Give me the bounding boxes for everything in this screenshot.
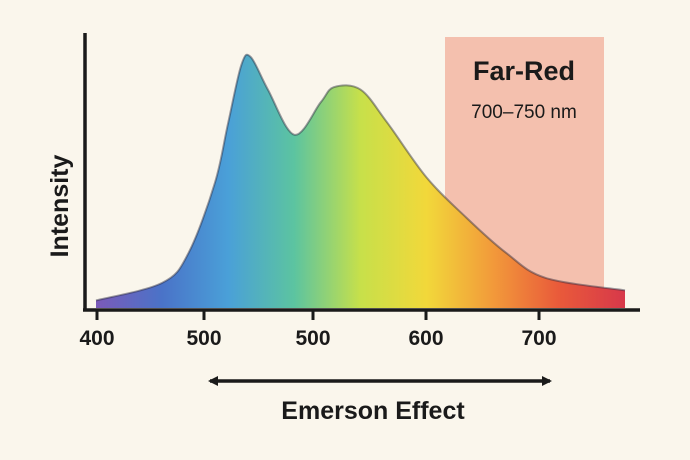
x-tick-label: 700: [521, 327, 556, 350]
x-axis-title: Emerson Effect: [281, 397, 465, 425]
spectrum-area: [96, 54, 625, 308]
x-tick-label: 600: [408, 327, 443, 350]
x-tick-label: 500: [186, 327, 221, 350]
band-range-label: 700–750 nm: [471, 102, 577, 123]
x-tick-label: 400: [79, 327, 114, 350]
y-axis-title: Intensity: [46, 155, 74, 258]
band-title: Far-Red: [473, 56, 575, 86]
x-tick-label: 500: [295, 327, 330, 350]
spectrum-outline: [95, 53, 626, 302]
x-ticks: 400 500 500 600 700: [79, 310, 557, 350]
